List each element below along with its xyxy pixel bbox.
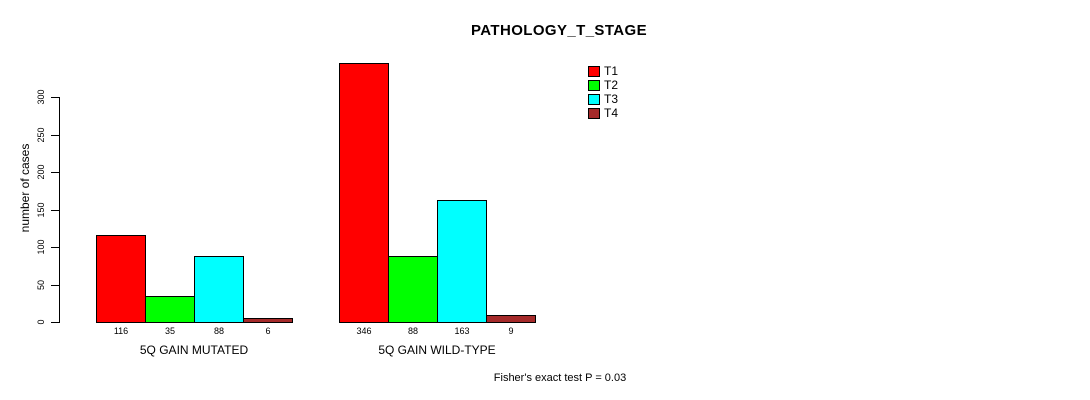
legend-item-t3: T3 [588,93,618,105]
group-label: 5Q GAIN WILD-TYPE [378,343,496,357]
y-axis-line [59,97,60,323]
bar-t3-group2 [437,199,487,323]
y-axis-tick [51,284,59,286]
bar-value-label: 9 [508,326,514,336]
legend-item-t1: T1 [588,65,618,77]
y-axis-tick [51,209,59,211]
legend: T1 T2 T3 T4 [588,65,618,119]
chart-title: PATHOLOGY_T_STAGE [471,22,647,39]
bar-value-label: 6 [265,326,271,336]
legend-swatch-t1 [588,65,600,77]
bar-t4-group2 [486,315,536,323]
bar-t1-group2 [339,62,389,323]
annotation-text: Fisher's exact test P = 0.03 [493,372,627,384]
y-axis-tick [51,322,59,323]
bar-value-label: 88 [407,326,419,336]
y-axis-tick-label: 50 [36,279,46,290]
legend-label: T2 [604,78,619,92]
y-axis-tick [51,247,59,248]
y-axis-tick [51,97,59,98]
bar-value-label: 163 [454,326,470,336]
group-label: 5Q GAIN MUTATED [139,343,249,357]
bar-value-label: 35 [164,326,176,336]
y-axis-tick-label: 300 [36,89,46,105]
bar-value-label: 346 [356,326,372,336]
legend-label: T4 [604,106,619,120]
legend-item-t2: T2 [588,79,618,91]
bar-t4-group1 [243,317,293,323]
legend-swatch-t3 [588,93,600,105]
y-axis-tick [51,172,59,173]
y-axis-tick-label: 200 [36,164,46,180]
bar-value-label: 88 [213,326,225,336]
bar-t1-group1 [96,235,146,323]
bar-t2-group1 [145,295,195,323]
legend-label: T3 [604,92,619,106]
bar-t3-group1 [194,256,244,323]
legend-label: T1 [604,64,619,78]
y-axis-tick-label: 250 [36,126,46,143]
y-axis-label: number of cases [18,143,32,233]
legend-item-t4: T4 [588,107,618,119]
legend-swatch-t2 [588,79,600,91]
y-axis-tick-label: 150 [36,201,46,218]
bar-t2-group2 [388,256,438,323]
y-axis-tick-label: 100 [36,239,46,255]
y-axis-tick-label: 0 [36,319,46,325]
legend-swatch-t4 [588,107,600,119]
y-axis-tick [51,134,59,136]
bar-value-label: 116 [113,326,129,336]
